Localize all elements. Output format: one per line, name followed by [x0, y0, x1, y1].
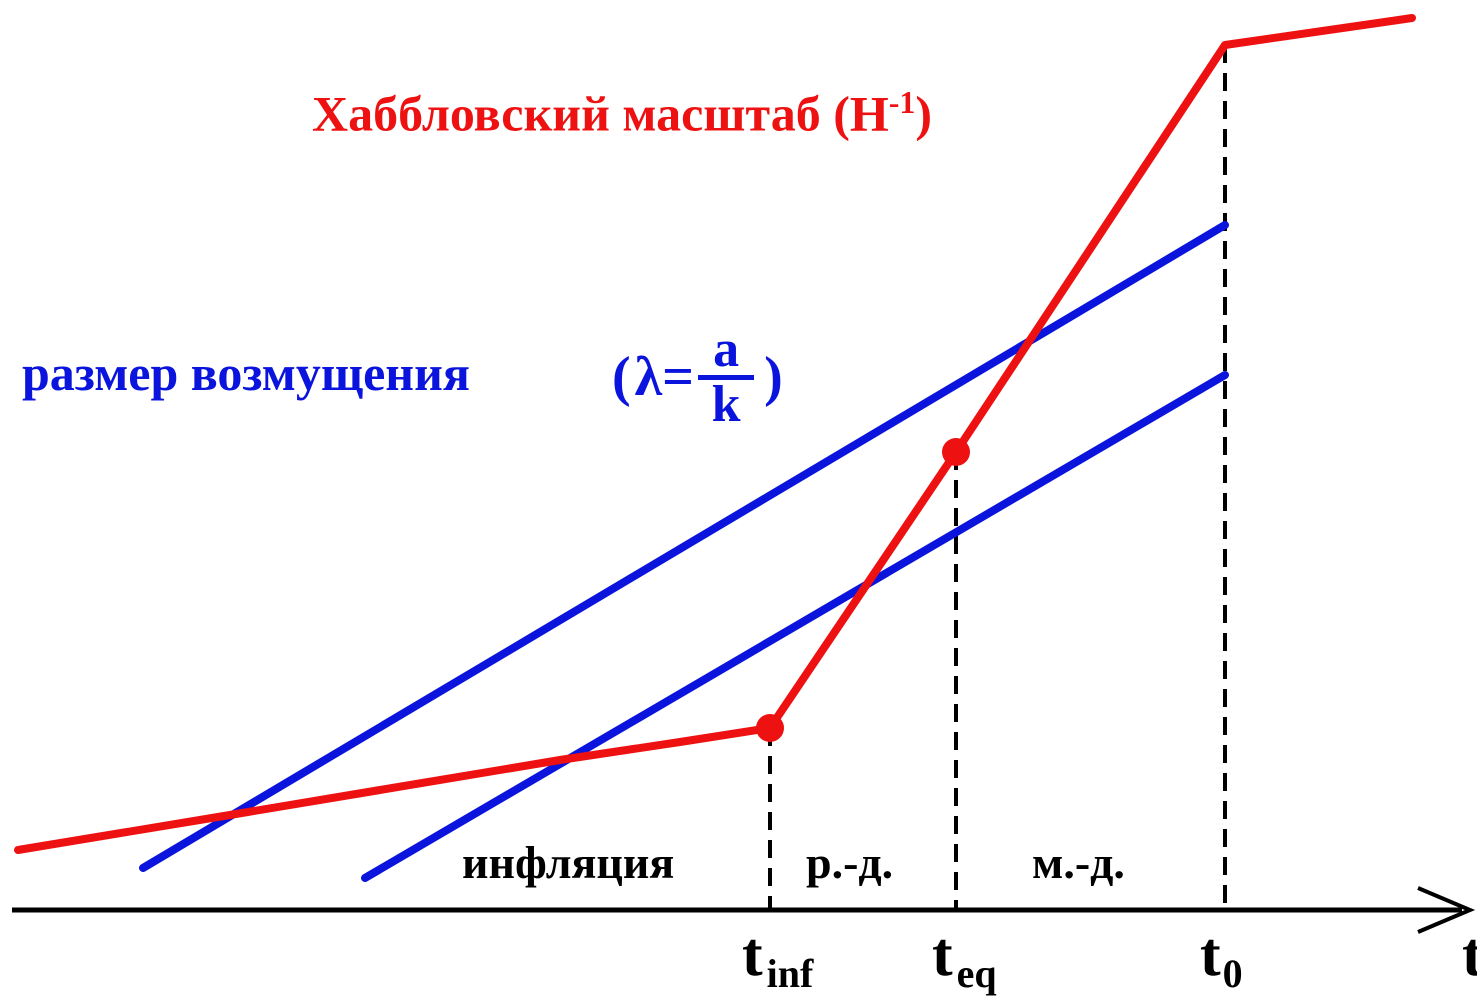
t-0-label: t0: [1200, 920, 1243, 996]
fraction-numerator: a: [713, 320, 740, 378]
t-inf-main: t: [742, 921, 763, 989]
hubble-scale-curve: [14, 14, 1416, 854]
lambda-open-paren: (: [612, 346, 631, 408]
t-eq-subscript: eq: [956, 951, 997, 996]
t-inf-point: [756, 714, 784, 742]
lambda-equals: =: [662, 346, 695, 408]
perturbation-line-lower: [361, 371, 1229, 882]
lambda-formula: ( λ = a k ): [612, 322, 783, 432]
t-0-subscript: 0: [1222, 951, 1243, 996]
perturbation-size-text: размер возмущения: [22, 345, 470, 401]
phase-inflation-label: инфляция: [462, 837, 675, 888]
t-eq-main: t: [932, 921, 953, 989]
hubble-H: H: [849, 85, 889, 142]
hubble-scale-label: Хаббловский масштаб (H-1): [312, 84, 932, 143]
t-eq-label: t eq: [932, 920, 997, 996]
lambda-close-paren: ): [764, 346, 783, 408]
phase-md-label: м.-д.: [1032, 837, 1125, 888]
hubble-close-paren: ): [915, 85, 933, 142]
fraction-bar: [698, 374, 755, 380]
t-inf-label: t inf: [742, 920, 813, 996]
hubble-exponent: -1: [888, 84, 916, 120]
hubble-scale-text: Хаббловский масштаб (: [312, 85, 850, 142]
perturbation-line-upper: [139, 221, 1229, 872]
time-axis-label: t: [1462, 921, 1477, 989]
t-0-main: t: [1200, 921, 1221, 989]
phase-rd-label: р.-д.: [806, 837, 894, 888]
t-inf-subscript: inf: [766, 951, 814, 996]
perturbation-size-label: размер возмущения: [22, 344, 470, 402]
fraction-denominator: k: [711, 375, 741, 433]
lambda-symbol: λ: [634, 346, 663, 408]
lambda-fraction: a k: [698, 320, 755, 433]
t-eq-point: [942, 438, 970, 466]
time-axis-arrowhead: [1417, 886, 1476, 934]
